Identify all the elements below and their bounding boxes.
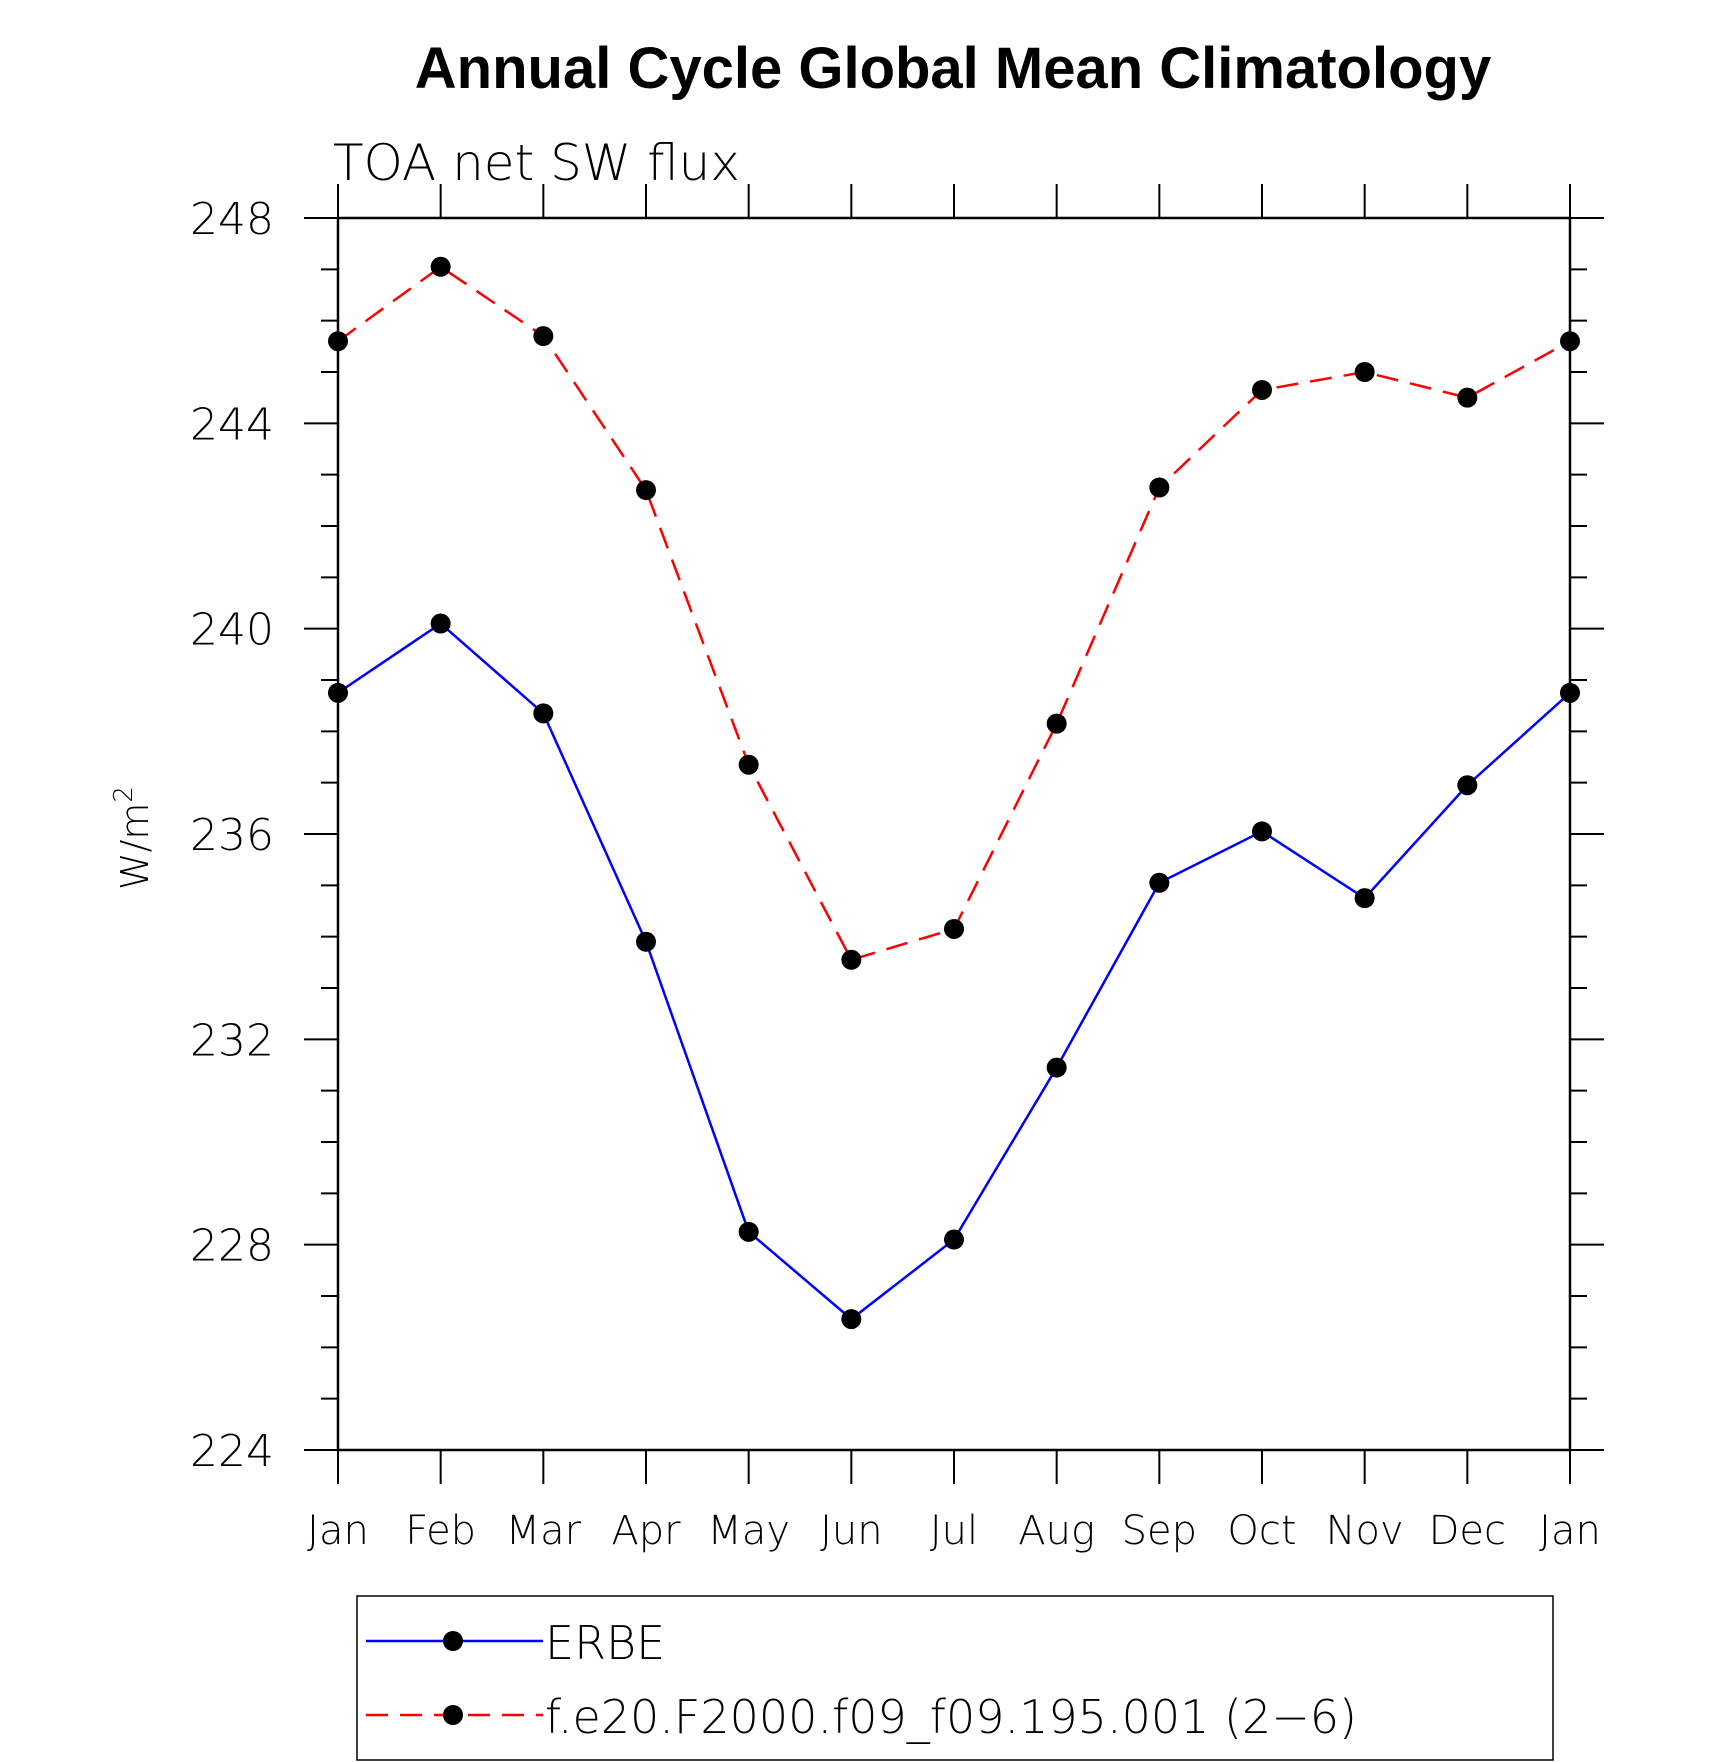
data-point-0-10 [1354, 888, 1375, 909]
data-point-1-4 [738, 754, 759, 775]
data-point-0-2 [533, 703, 554, 724]
y-tick-label: 236 [190, 810, 274, 861]
y-axis-label-text: W/m [113, 803, 157, 890]
x-tick-label: Jan [307, 1508, 369, 1554]
legend-label-model: f.e20.F2000.f09_f09.195.001 (2−6) [545, 1690, 1357, 1744]
x-tick-label: Feb [405, 1508, 476, 1554]
data-point-0-1 [430, 613, 451, 634]
data-point-1-10 [1354, 362, 1375, 382]
x-tick-label: Jun [820, 1508, 883, 1554]
chart-title: Annual Cycle Global Mean Climatology [415, 36, 1491, 101]
data-point-0-5 [841, 1309, 862, 1330]
data-point-1-9 [1252, 379, 1272, 400]
data-point-1-2 [533, 326, 554, 347]
data-point-1-8 [1149, 477, 1170, 498]
y-tick-label: 240 [190, 605, 274, 656]
legend-box [356, 1595, 1554, 1761]
data-point-0-0 [328, 682, 348, 703]
y-tick-label: 228 [190, 1221, 274, 1272]
series-layer [328, 256, 1580, 1330]
legend-label-erbe: ERBE [545, 1616, 665, 1670]
x-tick-label: Dec [1429, 1508, 1506, 1554]
data-point-0-7 [1046, 1057, 1067, 1078]
data-point-0-12 [1560, 682, 1580, 703]
series-line-1 [337, 265, 1571, 962]
chart-subtitle: TOA net SW flux [333, 134, 740, 192]
data-point-1-3 [636, 480, 656, 501]
legend-marker-model [443, 1705, 463, 1725]
data-point-1-1 [430, 256, 451, 277]
x-tick-label: Oct [1227, 1508, 1296, 1554]
x-tick-label: Nov [1326, 1508, 1404, 1554]
data-point-1-6 [944, 918, 964, 939]
legend: ERBE f.e20.F2000.f09_f09.195.001 (2−6) [356, 1595, 1554, 1761]
y-tick-label: 248 [190, 194, 274, 245]
x-tick-label: Mar [506, 1508, 582, 1554]
y-axis-label-superscript: 2 [109, 786, 139, 803]
y-tick-label: 232 [190, 1015, 274, 1066]
data-point-0-4 [738, 1221, 759, 1242]
data-point-0-3 [636, 931, 656, 952]
data-point-1-5 [841, 949, 862, 970]
data-point-0-9 [1252, 821, 1272, 842]
x-axis-ticks: Jan Feb Mar Apr May Jun Jul Aug Sep Oct Nov Dec Jan [307, 184, 1601, 1554]
y-tick-label: 244 [190, 399, 274, 450]
data-point-0-6 [944, 1229, 964, 1250]
data-point-1-12 [1560, 331, 1580, 352]
data-point-1-11 [1457, 387, 1478, 408]
data-point-0-11 [1457, 775, 1478, 796]
data-point-1-7 [1046, 713, 1067, 734]
x-tick-label: Jan [1539, 1508, 1601, 1554]
y-tick-label: 224 [190, 1426, 274, 1477]
data-point-0-8 [1149, 872, 1170, 893]
x-tick-label: Sep [1122, 1508, 1197, 1554]
x-tick-label: Jul [930, 1508, 978, 1554]
y-axis-label: W/m2 [109, 786, 157, 890]
series-line-0 [337, 621, 1571, 1321]
x-tick-label: Aug [1018, 1508, 1095, 1554]
plot-area [336, 216, 1572, 1452]
x-tick-label: May [707, 1508, 790, 1554]
data-point-1-0 [328, 331, 348, 352]
y-axis-ticks: 224 228 232 236 240 244 248 [190, 194, 1604, 1477]
legend-marker-erbe [443, 1631, 463, 1651]
x-tick-label: Apr [611, 1508, 681, 1554]
